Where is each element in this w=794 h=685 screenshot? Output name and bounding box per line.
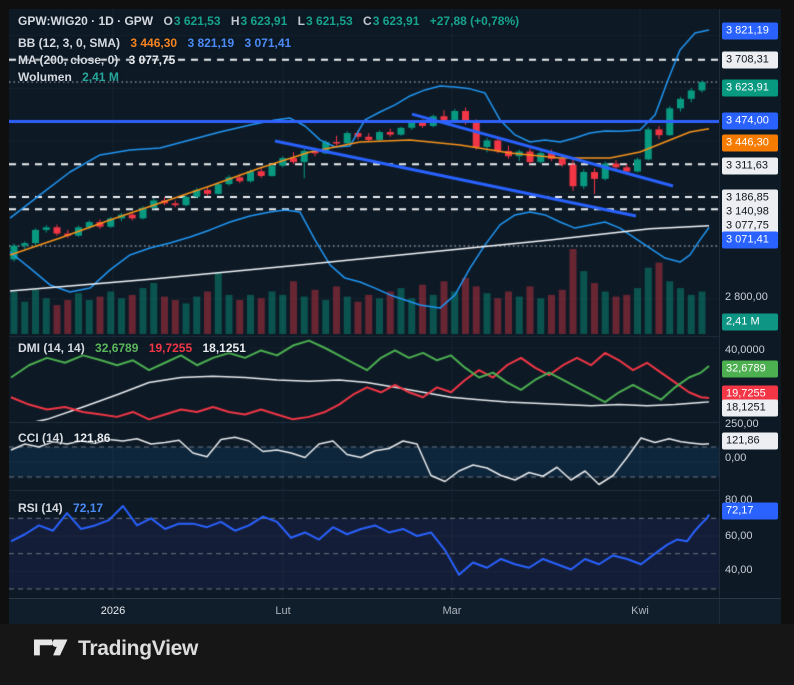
chart-panel[interactable]: GPW:WIG20 · 1D · GPW O3 621,53 H3 623,91… bbox=[9, 9, 781, 624]
bb-legend[interactable]: BB (12, 3, 0, SMA) 3 446,30 3 821,19 3 0… bbox=[18, 36, 298, 50]
time-axis-label: 2026 bbox=[100, 605, 126, 617]
dmi-legend[interactable]: DMI (14, 14) 32,6789 19,7255 18,1251 bbox=[18, 341, 253, 355]
price-tag[interactable]: 72,17 bbox=[722, 502, 778, 520]
symbol-legend[interactable]: GPW:WIG20 · 1D · GPW O3 621,53 H3 623,91… bbox=[18, 14, 526, 28]
price-scale-tick: 60,00 bbox=[725, 530, 753, 542]
axis-separator bbox=[719, 599, 720, 624]
tradingview-link[interactable]: TradingView bbox=[34, 637, 198, 661]
rsi-title[interactable]: RSI (14) bbox=[18, 501, 63, 515]
bb-upper-value: 3 821,19 bbox=[187, 36, 235, 50]
tradingview-logo-text: TradingView bbox=[78, 637, 199, 660]
price-scale-tick: 40,00 bbox=[725, 564, 753, 576]
volume-title[interactable]: Wolumen bbox=[18, 70, 72, 84]
open-value: 3 621,53 bbox=[173, 14, 221, 28]
price-tag[interactable]: 121,86 bbox=[722, 432, 778, 450]
cci-legend[interactable]: CCI (14) 121,86 bbox=[18, 431, 117, 445]
price-scale-tick: 40,0000 bbox=[725, 344, 765, 356]
bb-basis-value: 3 446,30 bbox=[130, 36, 178, 50]
ma-legend[interactable]: MA (200, close, 0) 3 077,75 bbox=[18, 53, 182, 67]
price-tag[interactable]: 3 446,30 bbox=[722, 134, 778, 152]
high-value: 3 623,91 bbox=[240, 14, 288, 28]
price-tag[interactable]: 3 623,91 bbox=[722, 79, 778, 97]
bb-title[interactable]: BB (12, 3, 0, SMA) bbox=[18, 36, 121, 50]
dmi-plus-di-value: 32,6789 bbox=[95, 341, 139, 355]
price-tag[interactable]: 3 474,00 bbox=[722, 112, 778, 130]
symbol-title[interactable]: GPW:WIG20 · 1D · GPW bbox=[18, 14, 154, 28]
price-scale-tick: 2 800,00 bbox=[725, 291, 768, 303]
ma-value: 3 077,75 bbox=[128, 53, 176, 67]
volume-value: 2,41 M bbox=[82, 70, 119, 84]
price-tag[interactable]: 3 071,41 bbox=[722, 231, 778, 249]
change-value: +27,88 (+0,78%) bbox=[429, 14, 520, 28]
rsi-legend[interactable]: RSI (14) 72,17 bbox=[18, 501, 110, 515]
high-label: H bbox=[230, 14, 240, 28]
price-tag[interactable]: 3 708,31 bbox=[722, 51, 778, 69]
time-axis-label: Lut bbox=[275, 605, 291, 617]
cci-title[interactable]: CCI (14) bbox=[18, 431, 64, 445]
volume-legend[interactable]: Wolumen 2,41 M bbox=[18, 70, 126, 84]
open-label: O bbox=[163, 14, 173, 28]
price-chart-canvas[interactable] bbox=[9, 9, 719, 598]
dmi-minus-di-value: 19,7255 bbox=[148, 341, 193, 355]
time-axis-label: Kwi bbox=[631, 605, 649, 617]
price-scale-tick: 250,00 bbox=[725, 418, 759, 430]
price-tag[interactable]: 32,6789 bbox=[722, 360, 778, 378]
ma-title[interactable]: MA (200, close, 0) bbox=[18, 53, 119, 67]
price-scale[interactable]: 2 800,00 40,0000 250,00 0,00 80,00 60,00 40,00… bbox=[719, 9, 781, 598]
price-scale-tick: 0,00 bbox=[725, 452, 747, 464]
dmi-adx-value: 18,1251 bbox=[202, 341, 246, 355]
bb-lower-value: 3 071,41 bbox=[244, 36, 292, 50]
price-tag[interactable]: 3 077,75 bbox=[722, 217, 778, 235]
close-value: 3 623,91 bbox=[372, 14, 420, 28]
dmi-title[interactable]: DMI (14, 14) bbox=[18, 341, 85, 355]
tradingview-logo-icon bbox=[34, 639, 68, 656]
time-axis[interactable]: 2026 Lut Mar Kwi bbox=[9, 598, 781, 624]
low-label: L bbox=[297, 14, 305, 28]
price-tag[interactable]: 3 140,98 bbox=[722, 203, 778, 221]
low-value: 3 621,53 bbox=[305, 14, 353, 28]
brand-bar: TradingView bbox=[0, 624, 794, 685]
time-axis-label: Mar bbox=[442, 605, 462, 617]
close-label: C bbox=[363, 14, 372, 28]
rsi-value: 72,17 bbox=[73, 501, 104, 515]
price-tag[interactable]: 3 311,63 bbox=[722, 157, 778, 175]
price-tag[interactable]: 2,41 M bbox=[722, 313, 778, 331]
price-tag[interactable]: 3 186,85 bbox=[722, 189, 778, 207]
price-tag[interactable]: 19,7255 bbox=[722, 385, 778, 403]
price-tag[interactable]: 3 821,19 bbox=[722, 22, 778, 40]
cci-value: 121,86 bbox=[73, 431, 111, 445]
price-tag[interactable]: 18,1251 bbox=[722, 399, 778, 417]
